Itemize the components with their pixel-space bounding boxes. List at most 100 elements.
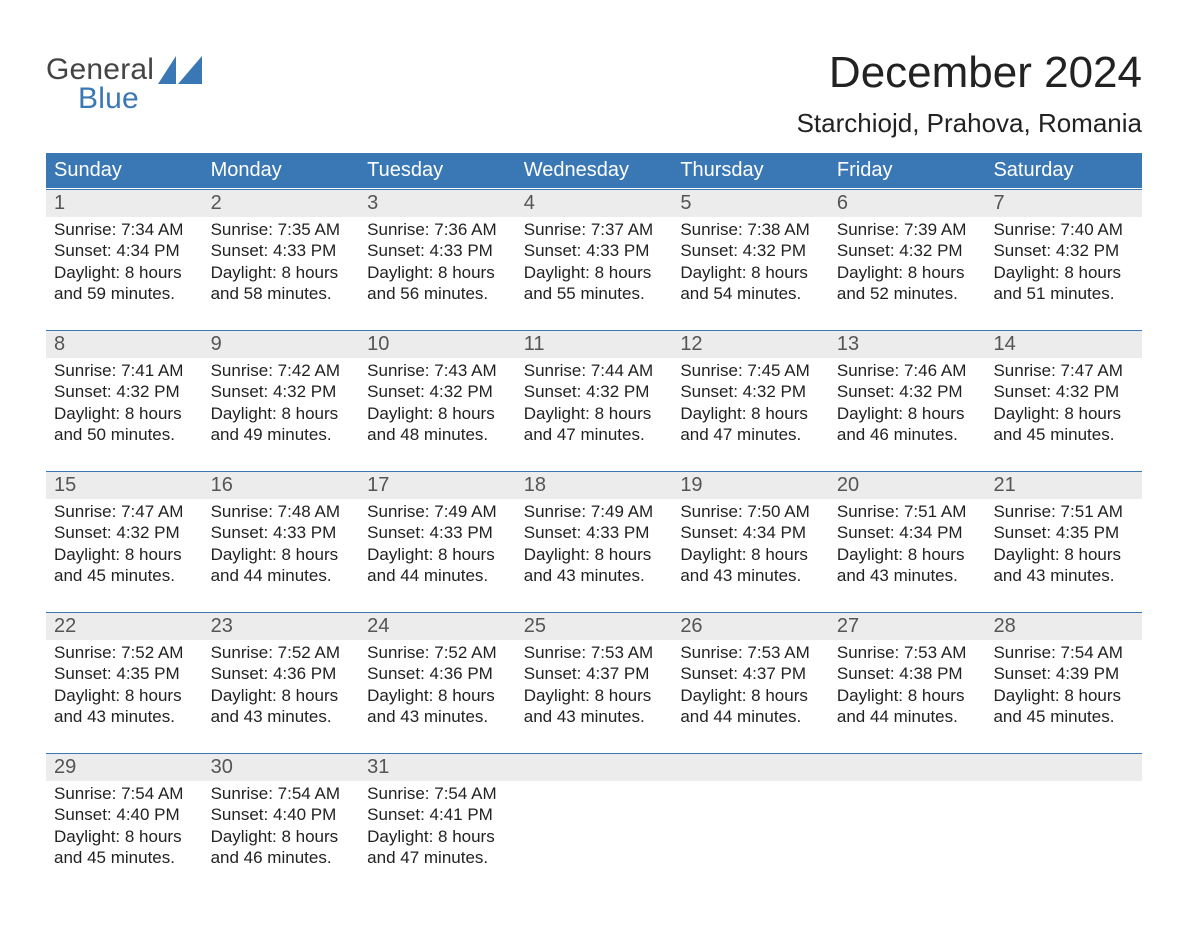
day-details: Sunrise: 7:52 AMSunset: 4:36 PMDaylight:…: [203, 640, 360, 727]
sunset-line: Sunset: 4:36 PM: [211, 663, 352, 684]
day-details: Sunrise: 7:51 AMSunset: 4:35 PMDaylight:…: [985, 499, 1142, 586]
sunset-line: Sunset: 4:35 PM: [993, 522, 1134, 543]
daylight-line-2: and 55 minutes.: [524, 283, 665, 304]
dow-cell: Thursday: [672, 153, 829, 188]
day-number-empty: [985, 754, 1142, 781]
sunset-line: Sunset: 4:34 PM: [837, 522, 978, 543]
day-cell: 15Sunrise: 7:47 AMSunset: 4:32 PMDayligh…: [46, 471, 203, 612]
daylight-line-1: Daylight: 8 hours: [993, 544, 1134, 565]
day-number-empty: [672, 754, 829, 781]
day-details: Sunrise: 7:49 AMSunset: 4:33 PMDaylight:…: [516, 499, 673, 586]
sunset-line: Sunset: 4:32 PM: [54, 522, 195, 543]
daylight-line-2: and 46 minutes.: [211, 847, 352, 868]
sunset-line: Sunset: 4:32 PM: [993, 381, 1134, 402]
daylight-line-1: Daylight: 8 hours: [524, 403, 665, 424]
daylight-line-1: Daylight: 8 hours: [54, 262, 195, 283]
sunset-line: Sunset: 4:33 PM: [524, 240, 665, 261]
day-details: Sunrise: 7:42 AMSunset: 4:32 PMDaylight:…: [203, 358, 360, 445]
daylight-line-1: Daylight: 8 hours: [367, 544, 508, 565]
day-number: 9: [203, 331, 360, 358]
day-cell: 30Sunrise: 7:54 AMSunset: 4:40 PMDayligh…: [203, 753, 360, 894]
sunset-line: Sunset: 4:41 PM: [367, 804, 508, 825]
sunrise-line: Sunrise: 7:51 AM: [837, 501, 978, 522]
sunrise-line: Sunrise: 7:49 AM: [367, 501, 508, 522]
day-number: 6: [829, 190, 986, 217]
sunrise-line: Sunrise: 7:52 AM: [211, 642, 352, 663]
day-cell: 2Sunrise: 7:35 AMSunset: 4:33 PMDaylight…: [203, 189, 360, 330]
day-details: Sunrise: 7:53 AMSunset: 4:37 PMDaylight:…: [672, 640, 829, 727]
dow-header-row: SundayMondayTuesdayWednesdayThursdayFrid…: [46, 153, 1142, 189]
dow-cell: Wednesday: [516, 153, 673, 188]
day-details: Sunrise: 7:45 AMSunset: 4:32 PMDaylight:…: [672, 358, 829, 445]
daylight-line-2: and 47 minutes.: [680, 424, 821, 445]
daylight-line-1: Daylight: 8 hours: [837, 685, 978, 706]
day-cell: 18Sunrise: 7:49 AMSunset: 4:33 PMDayligh…: [516, 471, 673, 612]
day-cell: 17Sunrise: 7:49 AMSunset: 4:33 PMDayligh…: [359, 471, 516, 612]
day-cell: 27Sunrise: 7:53 AMSunset: 4:38 PMDayligh…: [829, 612, 986, 753]
day-number: 26: [672, 613, 829, 640]
sunset-line: Sunset: 4:40 PM: [54, 804, 195, 825]
sunrise-line: Sunrise: 7:54 AM: [54, 783, 195, 804]
daylight-line-2: and 59 minutes.: [54, 283, 195, 304]
sunrise-line: Sunrise: 7:50 AM: [680, 501, 821, 522]
day-cell: 28Sunrise: 7:54 AMSunset: 4:39 PMDayligh…: [985, 612, 1142, 753]
sunrise-line: Sunrise: 7:47 AM: [993, 360, 1134, 381]
daylight-line-1: Daylight: 8 hours: [54, 685, 195, 706]
sunrise-line: Sunrise: 7:48 AM: [211, 501, 352, 522]
sunrise-line: Sunrise: 7:52 AM: [54, 642, 195, 663]
day-details: Sunrise: 7:51 AMSunset: 4:34 PMDaylight:…: [829, 499, 986, 586]
day-number: 31: [359, 754, 516, 781]
page: General Blue December 2024 Starchiojd, P…: [0, 0, 1188, 934]
day-details: Sunrise: 7:54 AMSunset: 4:39 PMDaylight:…: [985, 640, 1142, 727]
day-number: 12: [672, 331, 829, 358]
day-details: Sunrise: 7:38 AMSunset: 4:32 PMDaylight:…: [672, 217, 829, 304]
week-row: 1Sunrise: 7:34 AMSunset: 4:34 PMDaylight…: [46, 189, 1142, 330]
daylight-line-2: and 45 minutes.: [993, 706, 1134, 727]
day-details: Sunrise: 7:53 AMSunset: 4:38 PMDaylight:…: [829, 640, 986, 727]
daylight-line-1: Daylight: 8 hours: [54, 544, 195, 565]
sunrise-line: Sunrise: 7:47 AM: [54, 501, 195, 522]
day-cell: 7Sunrise: 7:40 AMSunset: 4:32 PMDaylight…: [985, 189, 1142, 330]
day-number: 25: [516, 613, 673, 640]
sunset-line: Sunset: 4:32 PM: [680, 240, 821, 261]
logo-word-2: Blue: [78, 85, 154, 114]
daylight-line-2: and 47 minutes.: [367, 847, 508, 868]
day-details: Sunrise: 7:37 AMSunset: 4:33 PMDaylight:…: [516, 217, 673, 304]
daylight-line-2: and 45 minutes.: [54, 847, 195, 868]
day-cell: 25Sunrise: 7:53 AMSunset: 4:37 PMDayligh…: [516, 612, 673, 753]
brand-logo: General Blue: [46, 50, 204, 113]
logo-text: General Blue: [46, 56, 154, 113]
day-details: Sunrise: 7:44 AMSunset: 4:32 PMDaylight:…: [516, 358, 673, 445]
day-details: Sunrise: 7:46 AMSunset: 4:32 PMDaylight:…: [829, 358, 986, 445]
daylight-line-1: Daylight: 8 hours: [211, 685, 352, 706]
day-cell: 20Sunrise: 7:51 AMSunset: 4:34 PMDayligh…: [829, 471, 986, 612]
day-number: 24: [359, 613, 516, 640]
day-details: Sunrise: 7:36 AMSunset: 4:33 PMDaylight:…: [359, 217, 516, 304]
daylight-line-2: and 44 minutes.: [211, 565, 352, 586]
day-cell: 14Sunrise: 7:47 AMSunset: 4:32 PMDayligh…: [985, 330, 1142, 471]
weeks-container: 1Sunrise: 7:34 AMSunset: 4:34 PMDaylight…: [46, 189, 1142, 894]
day-details: Sunrise: 7:47 AMSunset: 4:32 PMDaylight:…: [46, 499, 203, 586]
dow-cell: Monday: [203, 153, 360, 188]
day-number: 7: [985, 190, 1142, 217]
daylight-line-1: Daylight: 8 hours: [993, 403, 1134, 424]
day-cell: 31Sunrise: 7:54 AMSunset: 4:41 PMDayligh…: [359, 753, 516, 894]
daylight-line-2: and 56 minutes.: [367, 283, 508, 304]
sunset-line: Sunset: 4:32 PM: [211, 381, 352, 402]
day-number: 19: [672, 472, 829, 499]
daylight-line-2: and 43 minutes.: [367, 706, 508, 727]
day-details: Sunrise: 7:43 AMSunset: 4:32 PMDaylight:…: [359, 358, 516, 445]
sunrise-line: Sunrise: 7:41 AM: [54, 360, 195, 381]
daylight-line-2: and 43 minutes.: [524, 706, 665, 727]
daylight-line-2: and 43 minutes.: [54, 706, 195, 727]
daylight-line-2: and 43 minutes.: [680, 565, 821, 586]
dow-cell: Sunday: [46, 153, 203, 188]
week-row: 15Sunrise: 7:47 AMSunset: 4:32 PMDayligh…: [46, 471, 1142, 612]
day-number: 20: [829, 472, 986, 499]
sunset-line: Sunset: 4:38 PM: [837, 663, 978, 684]
day-number: 10: [359, 331, 516, 358]
sunrise-line: Sunrise: 7:52 AM: [367, 642, 508, 663]
dow-cell: Friday: [829, 153, 986, 188]
day-details: Sunrise: 7:54 AMSunset: 4:40 PMDaylight:…: [203, 781, 360, 868]
day-cell: 26Sunrise: 7:53 AMSunset: 4:37 PMDayligh…: [672, 612, 829, 753]
